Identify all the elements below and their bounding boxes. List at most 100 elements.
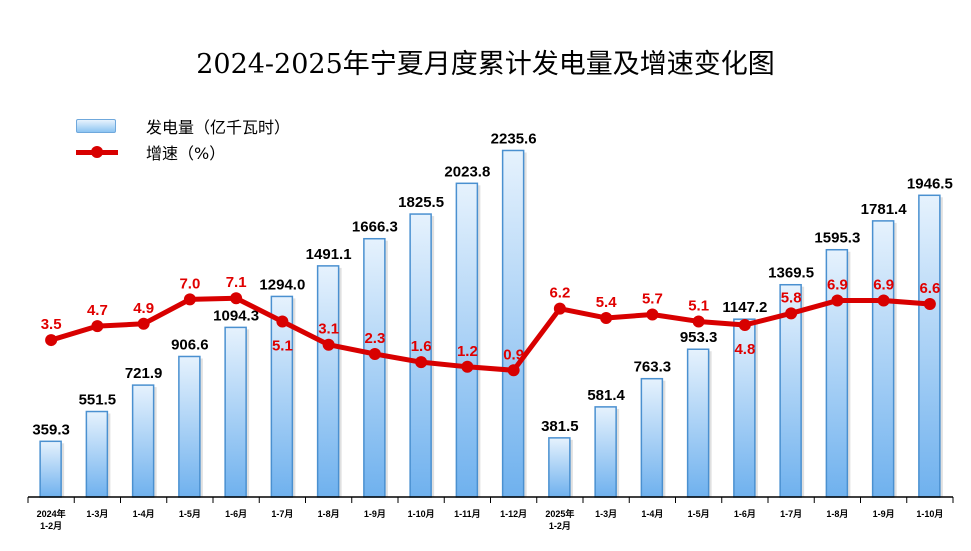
growth-point bbox=[322, 338, 335, 351]
x-tick-label: 1-5月 bbox=[688, 509, 710, 519]
x-tick-label: 1-7月 bbox=[780, 509, 802, 519]
x-tick-label-period: 1-2月 bbox=[549, 521, 571, 531]
chart-title: 2024-2025年宁夏月度累计发电量及增速变化图 bbox=[196, 49, 775, 80]
growth-point bbox=[646, 308, 659, 321]
growth-value-label: 6.9 bbox=[827, 277, 848, 294]
bar bbox=[178, 355, 201, 498]
growth-value-label: 2.3 bbox=[364, 330, 385, 347]
bar-value-label: 1147.2 bbox=[722, 299, 767, 316]
growth-value-label: 0.9 bbox=[503, 346, 524, 363]
growth-point bbox=[738, 318, 751, 331]
growth-point bbox=[137, 317, 150, 330]
bar-value-label: 1825.5 bbox=[398, 194, 444, 211]
growth-point bbox=[923, 298, 936, 311]
growth-point bbox=[600, 311, 613, 324]
growth-value-label: 7.1 bbox=[226, 274, 247, 291]
x-tick-label: 1-10月 bbox=[916, 509, 943, 519]
growth-value-label: 5.7 bbox=[642, 290, 663, 307]
bar bbox=[640, 377, 664, 498]
growth-point bbox=[785, 307, 798, 320]
growth-point bbox=[461, 360, 474, 373]
bar-value-label: 1666.3 bbox=[352, 219, 398, 236]
x-tick-label: 1-10月 bbox=[408, 509, 435, 519]
x-tick-label: 1-3月 bbox=[595, 509, 617, 519]
x-tick-label: 1-3月 bbox=[86, 509, 108, 519]
x-tick-label: 1-8月 bbox=[826, 509, 848, 519]
growth-value-label: 6.6 bbox=[919, 280, 940, 297]
bar-value-label: 906.6 bbox=[171, 336, 209, 353]
growth-value-label: 5.4 bbox=[596, 294, 618, 311]
bar-value-label: 581.4 bbox=[587, 387, 625, 404]
bar-value-label: 953.3 bbox=[680, 329, 718, 346]
x-tick-label-period: 1-2月 bbox=[40, 521, 62, 531]
growth-value-label: 3.5 bbox=[41, 316, 62, 333]
bar-value-label: 1946.5 bbox=[907, 175, 953, 192]
bar-value-label: 1491.1 bbox=[306, 246, 352, 263]
x-tick-label-year: 2025年 bbox=[545, 508, 574, 519]
bar-value-label: 359.3 bbox=[32, 421, 70, 438]
bar bbox=[363, 237, 386, 498]
growth-point bbox=[276, 315, 289, 328]
growth-point bbox=[45, 334, 58, 347]
bar bbox=[224, 326, 247, 498]
x-tick-label-year: 2024年 bbox=[37, 508, 66, 519]
bar-value-label: 381.5 bbox=[541, 418, 579, 435]
bar-value-label: 1094.3 bbox=[213, 307, 259, 324]
x-tick-label: 1-8月 bbox=[318, 509, 340, 519]
legend-item-growth: 增速（%） bbox=[76, 140, 225, 164]
growth-point bbox=[230, 292, 243, 305]
growth-value-label: 1.2 bbox=[457, 343, 478, 360]
x-tick-label: 2024年 1-2月 bbox=[37, 508, 66, 531]
bar bbox=[871, 220, 895, 498]
growth-value-label: 7.0 bbox=[179, 275, 200, 292]
growth-line bbox=[50, 295, 931, 373]
bar bbox=[316, 265, 340, 498]
bar bbox=[85, 410, 109, 498]
legend-item-generation: 发电量（亿千瓦时） bbox=[76, 114, 290, 138]
bar-value-label: 551.5 bbox=[79, 392, 117, 409]
x-tick-label: 1-4月 bbox=[133, 509, 155, 519]
x-tick-label: 2025年 1-2月 bbox=[545, 508, 574, 531]
legend-label: 增速（%） bbox=[146, 144, 226, 163]
bar bbox=[548, 437, 571, 498]
bar bbox=[501, 149, 525, 498]
x-tick-label: 1-11月 bbox=[454, 509, 481, 519]
x-tick-label: 1-6月 bbox=[225, 509, 247, 519]
legend-line-swatch bbox=[76, 146, 118, 158]
bar bbox=[918, 194, 941, 498]
bar-value-label: 1294.0 bbox=[259, 276, 305, 293]
growth-value-label: 4.8 bbox=[734, 341, 755, 358]
growth-value-label: 5.1 bbox=[688, 297, 709, 314]
bar bbox=[686, 348, 710, 498]
growth-value-label: 4.9 bbox=[133, 300, 154, 317]
growth-point bbox=[368, 348, 381, 361]
legend-bar-swatch bbox=[76, 119, 116, 133]
growth-point bbox=[877, 294, 890, 307]
bar bbox=[39, 440, 62, 498]
x-tick-label: 1-7月 bbox=[271, 509, 293, 519]
growth-point bbox=[91, 320, 104, 333]
bar bbox=[455, 182, 479, 498]
x-tick-label: 1-12月 bbox=[500, 509, 527, 519]
growth-value-label: 5.1 bbox=[272, 337, 293, 354]
x-tick-label: 1-5月 bbox=[179, 509, 201, 519]
growth-value-label: 1.6 bbox=[411, 338, 432, 355]
bar-value-label: 1595.3 bbox=[814, 230, 860, 247]
growth-point bbox=[831, 294, 844, 307]
growth-value-label: 3.1 bbox=[318, 321, 339, 338]
x-tick-label: 1-6月 bbox=[734, 509, 756, 519]
growth-value-label: 4.7 bbox=[87, 302, 108, 319]
x-tick-label: 1-4月 bbox=[641, 509, 663, 519]
growth-value-label: 6.2 bbox=[549, 285, 570, 302]
bar-value-label: 1369.5 bbox=[768, 265, 814, 282]
x-tick-label: 1-9月 bbox=[364, 509, 386, 519]
bar-value-label: 1781.4 bbox=[861, 201, 908, 218]
growth-value-label: 5.8 bbox=[781, 289, 802, 306]
bar-value-label: 721.9 bbox=[125, 365, 163, 382]
bar-value-label: 763.3 bbox=[634, 359, 672, 376]
bar-value-label: 2023.8 bbox=[444, 163, 490, 180]
bar bbox=[409, 213, 432, 498]
bar bbox=[594, 406, 617, 498]
legend-label: 发电量（亿千瓦时） bbox=[146, 118, 291, 137]
